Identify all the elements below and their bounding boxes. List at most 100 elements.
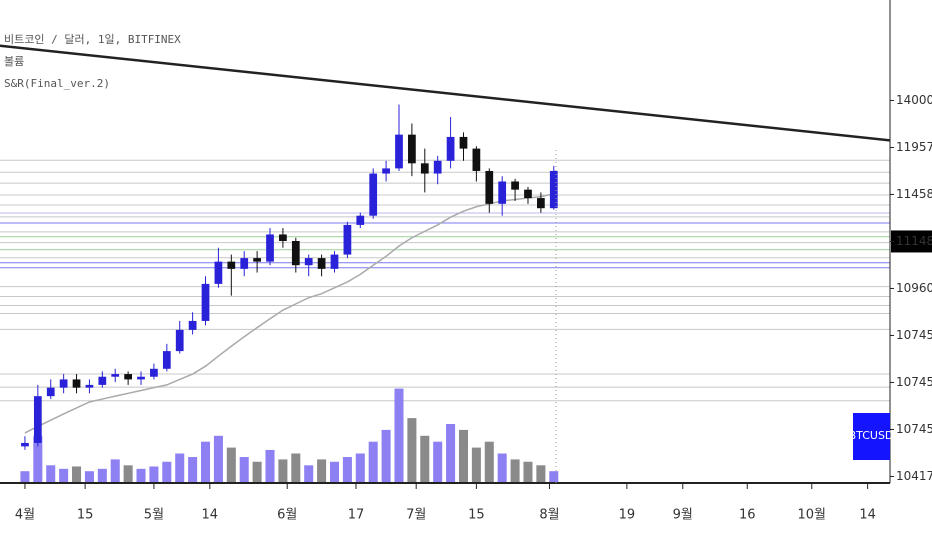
candle-body	[472, 148, 481, 171]
candle-body	[498, 181, 507, 204]
current-price-box	[891, 230, 932, 253]
x-tick-label: 14	[202, 508, 219, 523]
volume-bar	[342, 457, 352, 483]
volume-bar	[188, 457, 198, 483]
candle-body	[227, 261, 236, 269]
volume-bar	[278, 459, 288, 483]
candle-body	[304, 258, 313, 266]
volume-bar	[420, 435, 430, 483]
candle-body	[279, 234, 287, 242]
candle-body	[266, 234, 274, 262]
candle-body	[240, 258, 249, 269]
volume-bar	[46, 465, 56, 483]
candle-body	[330, 254, 339, 269]
candle-body	[201, 283, 210, 321]
y-tick-label: 11957.0	[896, 140, 932, 154]
symbol-line: 비트코인 / 달러, 1일, BITFINEX	[4, 32, 181, 46]
volume-bar	[497, 453, 507, 483]
candle-body	[420, 163, 429, 174]
x-tick-label: 17	[348, 508, 365, 523]
indicator-label: S&R(Final_ver.2)	[4, 77, 110, 90]
candle-body	[343, 224, 352, 255]
candle-body	[446, 136, 455, 161]
volume-bar	[201, 441, 211, 483]
y-tick-label: 10417.7	[896, 469, 932, 483]
volume-bar	[110, 459, 120, 483]
volume-bar	[317, 459, 327, 483]
candle-body	[137, 376, 145, 380]
candle-body	[433, 160, 442, 174]
volume-bar	[291, 453, 301, 483]
volume-bar	[549, 471, 559, 483]
x-tick-label: 16	[739, 508, 756, 523]
candle-body	[511, 181, 519, 190]
volume-bar	[123, 465, 133, 483]
candle-body	[21, 442, 29, 447]
y-tick-label: 11148.6	[896, 234, 932, 248]
x-tick-label: 4월	[15, 508, 35, 523]
candle-body	[395, 134, 403, 169]
candle-body	[59, 379, 68, 388]
candle-body	[253, 258, 261, 262]
y-tick-label: 10745.0	[896, 375, 932, 389]
candle-body	[98, 376, 107, 385]
volume-bar	[136, 468, 146, 483]
candle-body	[369, 173, 378, 216]
x-tick-label: 15	[77, 508, 94, 523]
candle-body	[175, 329, 184, 352]
x-tick-label: 8월	[539, 508, 559, 523]
candle-body	[485, 170, 494, 204]
candle-body	[317, 258, 326, 269]
volume-bar	[394, 388, 404, 483]
volume-bar	[226, 447, 236, 483]
moving-average	[24, 193, 554, 434]
candle-body	[150, 368, 158, 377]
x-tick-label: 7월	[406, 508, 426, 523]
candle-body	[124, 374, 132, 380]
volume-bar	[162, 461, 172, 483]
x-tick-label: 5월	[144, 508, 164, 523]
volume-label: 볼륨	[4, 55, 24, 68]
volume-bar	[433, 441, 443, 483]
candle-body	[214, 261, 223, 284]
volume-bar	[355, 453, 365, 483]
volume-bar	[175, 453, 185, 483]
volume-bar	[510, 459, 520, 483]
candle-body	[382, 168, 390, 174]
x-tick-label: 9월	[673, 508, 693, 523]
plot-area	[0, 44, 891, 483]
volume-bar	[84, 471, 94, 483]
volume-bar	[304, 465, 314, 483]
candle-body	[537, 198, 545, 209]
x-tick-label: 19	[619, 508, 636, 523]
candle-body	[549, 170, 558, 209]
candle-body	[162, 351, 171, 369]
volume-bar	[20, 471, 30, 483]
candle-body	[72, 379, 81, 388]
candle-body	[33, 396, 42, 443]
y-tick-label: 10960.6	[896, 281, 932, 295]
volume-bar	[72, 466, 82, 483]
candle-body	[459, 136, 468, 149]
candle-body	[85, 384, 94, 388]
candle-body	[291, 241, 300, 266]
x-tick-label: 6월	[277, 508, 297, 523]
trendline	[0, 44, 891, 142]
volume-bar	[471, 447, 481, 483]
volume-bar	[536, 465, 546, 483]
volume-bar	[407, 418, 417, 483]
ticker-tag-box	[853, 413, 890, 460]
x-tick-label: 15	[468, 508, 485, 523]
volume-bar	[368, 441, 378, 483]
ticker-tag: BTCUSD	[849, 429, 894, 442]
volume-bar	[523, 461, 533, 483]
volume-bar	[265, 449, 275, 483]
volume-bar	[33, 435, 43, 483]
volume-bar	[446, 424, 456, 483]
volume-bar	[329, 461, 340, 483]
volume-bar	[59, 468, 69, 483]
y-tick-label: 10745.0	[896, 328, 932, 342]
volume-bar	[97, 468, 107, 483]
y-tick-label: 11458.8	[896, 187, 932, 201]
